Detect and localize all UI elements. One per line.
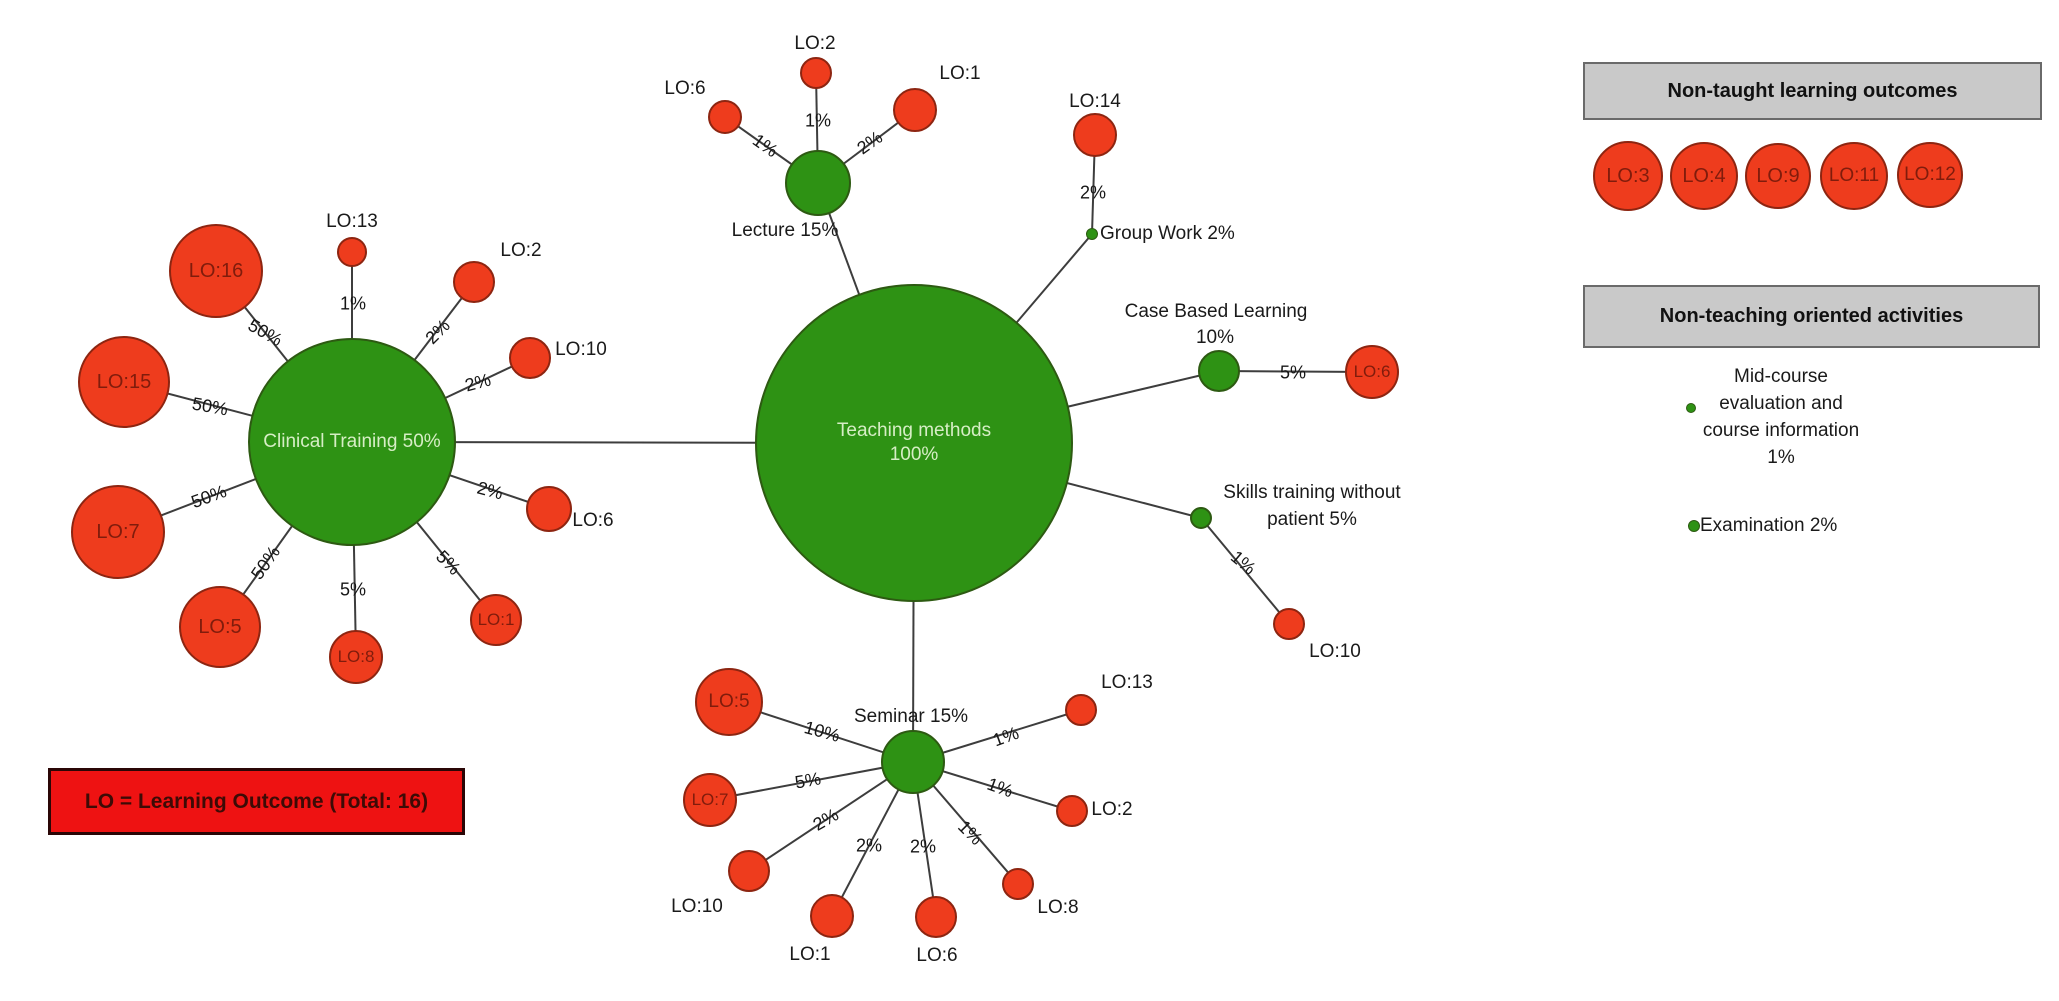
ct-lo6-node bbox=[526, 486, 572, 532]
ct-lo15-node: LO:15 bbox=[78, 336, 170, 428]
lo-note-text: LO = Learning Outcome (Total: 16) bbox=[84, 789, 429, 813]
seminar-label: Seminar 15% bbox=[853, 706, 969, 727]
leg-lo12-node-label: LO:12 bbox=[1904, 164, 1956, 186]
edge-label-seminar-sem-lo1: 2% bbox=[855, 835, 883, 856]
groupwork-dot-node bbox=[1086, 228, 1098, 240]
legend-activities-title: Non-teaching oriented activities bbox=[1659, 305, 1964, 327]
leg-lo3-node-label: LO:3 bbox=[1606, 164, 1650, 187]
sem-lo1-label: LO:1 bbox=[789, 944, 831, 965]
lec-lo2-node bbox=[800, 57, 832, 89]
legend-non-taught-box: Non-taught learning outcomes bbox=[1583, 62, 2042, 120]
cb-lo6-node: LO:6 bbox=[1345, 345, 1399, 399]
clinical-node: Clinical Training 50% bbox=[248, 338, 456, 546]
sem-lo2-node bbox=[1056, 795, 1088, 827]
lecture-label: Lecture 15% bbox=[731, 220, 839, 241]
edge-label-clinical-ct-lo8: 5% bbox=[339, 579, 367, 600]
edge-seminar-sem-lo7 bbox=[709, 761, 914, 801]
ct-lo1-node-label: LO:1 bbox=[477, 610, 515, 630]
sk-lo10-node bbox=[1273, 608, 1305, 640]
examination-label: Examination 2% bbox=[1700, 515, 1838, 536]
seminar-node bbox=[881, 730, 945, 794]
clinical-node-label: Clinical Training 50% bbox=[263, 431, 441, 453]
teaching-node-label: Teaching methods 100% bbox=[836, 420, 992, 465]
lo-note-box: LO = Learning Outcome (Total: 16) bbox=[48, 768, 465, 835]
ct-lo7-node-label: LO:7 bbox=[96, 520, 140, 543]
ct-lo1-node: LO:1 bbox=[470, 594, 522, 646]
lec-lo1-node bbox=[893, 88, 937, 132]
ct-lo8-node-label: LO:8 bbox=[337, 647, 375, 667]
skills-dot-node bbox=[1190, 507, 1212, 529]
sem-lo1-node bbox=[810, 894, 854, 938]
sem-lo10-label: LO:10 bbox=[671, 896, 723, 917]
lec-lo2-label: LO:2 bbox=[794, 33, 836, 54]
ct-lo16-node: LO:16 bbox=[169, 224, 263, 318]
sem-lo13-label: LO:13 bbox=[1101, 672, 1153, 693]
edge-label-groupwork-dot-lo14: 2% bbox=[1079, 182, 1107, 203]
edge-label-seminar-sem-lo6: 2% bbox=[909, 836, 937, 857]
leg-lo9-node: LO:9 bbox=[1745, 143, 1811, 209]
teaching-node: Teaching methods 100% bbox=[755, 284, 1073, 602]
leg-lo11-node-label: LO:11 bbox=[1828, 165, 1880, 187]
sem-lo8-label: LO:8 bbox=[1037, 897, 1079, 918]
midcourse-dot-node bbox=[1686, 403, 1696, 413]
ct-lo10-node bbox=[509, 337, 551, 379]
legend-activities-box: Non-teaching oriented activities bbox=[1583, 285, 2040, 348]
ct-lo7-node: LO:7 bbox=[71, 485, 165, 579]
sem-lo6-label: LO:6 bbox=[916, 945, 958, 966]
ct-lo10-label: LO:10 bbox=[555, 339, 607, 360]
edge-label-seminar-sem-lo7: 5% bbox=[793, 768, 823, 793]
ct-lo5-node: LO:5 bbox=[179, 586, 261, 668]
leg-lo9-node-label: LO:9 bbox=[1756, 164, 1800, 187]
leg-lo4-node-label: LO:4 bbox=[1682, 164, 1726, 187]
ct-lo13-label: LO:13 bbox=[326, 211, 378, 232]
skills-label-line2: patient 5% bbox=[1267, 509, 1357, 530]
ct-lo5-node-label: LO:5 bbox=[198, 615, 242, 638]
edge-label-clinical-ct-lo13: 1% bbox=[339, 293, 367, 314]
lec-lo6-node bbox=[708, 100, 742, 134]
sem-lo7-node: LO:7 bbox=[683, 773, 737, 827]
edge-skills-dot-sk-lo10 bbox=[1200, 517, 1290, 625]
leg-lo3-node: LO:3 bbox=[1593, 141, 1663, 211]
ct-lo16-node-label: LO:16 bbox=[188, 259, 244, 282]
sem-lo6-node bbox=[915, 896, 957, 938]
lecture-node bbox=[785, 150, 851, 216]
lec-lo6-label: LO:6 bbox=[664, 78, 706, 99]
leg-lo12-node: LO:12 bbox=[1897, 142, 1963, 208]
casebased-node bbox=[1198, 350, 1240, 392]
ct-lo2-label: LO:2 bbox=[500, 240, 542, 261]
lo14-label: LO:14 bbox=[1069, 91, 1121, 112]
groupwork-label: Group Work 2% bbox=[1100, 223, 1235, 244]
midcourse-evaluation-label: Mid-course evaluation and course informa… bbox=[1702, 366, 1860, 468]
sem-lo5-node-label: LO:5 bbox=[708, 691, 750, 713]
ct-lo8-node: LO:8 bbox=[329, 630, 383, 684]
lo14-node bbox=[1073, 113, 1117, 157]
sem-lo2-label: LO:2 bbox=[1091, 799, 1133, 820]
casebased-label-line1: Case Based Learning bbox=[1124, 301, 1308, 322]
exam-dot-node bbox=[1688, 520, 1700, 532]
ct-lo6-label: LO:6 bbox=[572, 510, 614, 531]
ct-lo15-node-label: LO:15 bbox=[96, 370, 152, 393]
skills-label-line1: Skills training without bbox=[1223, 482, 1401, 503]
edge-label-casebased-cb-lo6: 5% bbox=[1279, 362, 1307, 383]
sem-lo7-node-label: LO:7 bbox=[691, 790, 729, 810]
sk-lo10-label: LO:10 bbox=[1309, 641, 1361, 662]
lec-lo1-label: LO:1 bbox=[939, 63, 981, 84]
ct-lo2-node bbox=[453, 261, 495, 303]
leg-lo4-node: LO:4 bbox=[1670, 142, 1738, 210]
sem-lo13-node bbox=[1065, 694, 1097, 726]
cb-lo6-node-label: LO:6 bbox=[1353, 362, 1391, 382]
edge-label-lecture-lec-lo2: 1% bbox=[804, 110, 832, 131]
sem-lo8-node bbox=[1002, 868, 1034, 900]
sem-lo5-node: LO:5 bbox=[695, 668, 763, 736]
ct-lo13-node bbox=[337, 237, 367, 267]
sem-lo10-node bbox=[728, 850, 770, 892]
leg-lo11-node: LO:11 bbox=[1820, 142, 1888, 210]
legend-non-taught-title: Non-taught learning outcomes bbox=[1667, 79, 1958, 102]
casebased-label-line2: 10% bbox=[1195, 327, 1235, 348]
